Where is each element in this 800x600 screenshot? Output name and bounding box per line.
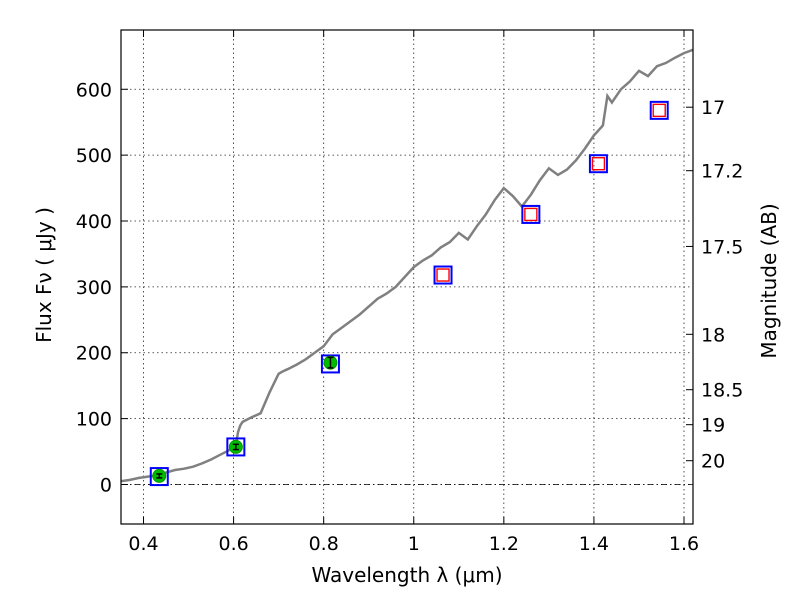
right-tick-label: 18.5 [701,380,743,402]
right-tick-label: 17.2 [701,161,743,183]
model-point [149,467,169,487]
right-tick-label: 17.5 [701,236,743,258]
marks-layer [149,100,669,487]
observed-limit-point [591,157,606,171]
observed-limit-point [652,103,666,118]
model-point [320,354,340,374]
model-point [521,204,541,224]
y-tick-label: 600 [76,79,112,101]
right-tick-label: 20 [701,451,725,473]
model-point [226,437,246,457]
right-axis-label: Magnitude (AB) [757,203,781,358]
right-tick-label: 19 [701,415,725,437]
x-tick-label: 0.8 [309,533,339,555]
y-tick-label: 500 [76,145,112,167]
y-tick-label: 0 [100,474,112,496]
x-tick-label: 1 [408,533,420,555]
y-tick-label: 200 [76,343,112,365]
x-tick-label: 1.2 [489,533,519,555]
right-tick-label: 18 [701,324,725,346]
ticks-layer: 0.4 0.6 0.8 1 1.2 1.4 1.6 0 100 200 300 400 500 600 17… [76,30,743,555]
spectrum-line [120,48,694,483]
observed-limit-point [524,207,538,222]
plot-frame [120,29,694,525]
y-tick-label: 300 [76,277,112,299]
y-axis-label: Flux Fν ( μJy ) [32,207,56,343]
x-tick-label: 1.4 [579,533,609,555]
x-tick-label: 1.6 [669,533,699,555]
model-point [588,154,608,174]
x-axis-label: Wavelength λ (μm) [311,563,502,587]
y-tick-label: 100 [76,409,112,431]
y-tick-label: 400 [76,211,112,233]
model-point [649,100,669,120]
observed-limit-point [436,268,450,282]
x-tick-label: 0.4 [128,533,158,555]
model-point [433,265,453,285]
x-tick-label: 0.6 [218,533,248,555]
right-tick-label: 17 [701,97,725,119]
